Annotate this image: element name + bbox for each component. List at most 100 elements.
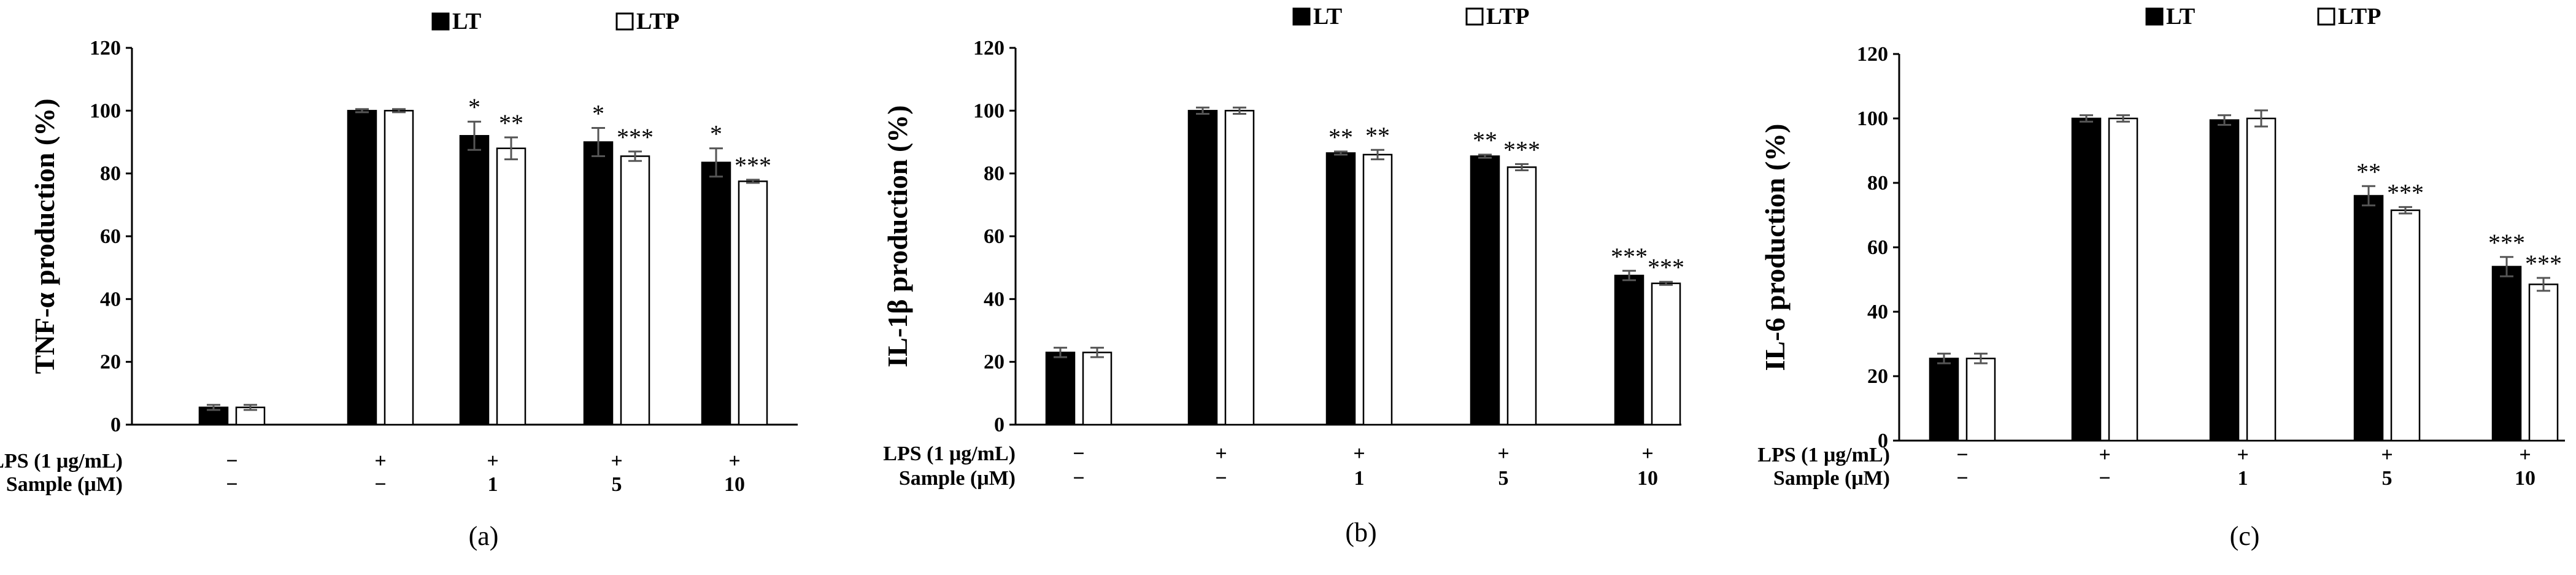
lps-row-label: LPS (1 μg/mL) (883, 442, 1016, 465)
bar-lt-group-4 (583, 141, 614, 426)
sample-row-value: 1 (2238, 467, 2248, 490)
lps-row-value: + (1215, 442, 1227, 465)
bar-lt-group-3 (459, 135, 490, 426)
legend: LT LTP (1292, 4, 1529, 29)
y-axis-label: IL-6 production (%) (1759, 124, 1791, 371)
y-tick-label: 60 (100, 225, 121, 248)
sample-row-value: 5 (612, 473, 622, 496)
significance-label: *** (617, 123, 654, 151)
y-tick-label: 80 (1867, 172, 1888, 195)
significance-label: *** (735, 152, 771, 179)
legend-swatch-ltp (1465, 7, 1484, 26)
y-tick-label: 0 (110, 414, 121, 436)
lps-row-value: + (1353, 442, 1365, 465)
y-tick-label: 100 (973, 99, 1005, 122)
lps-row-value: + (728, 450, 740, 473)
significance-label: *** (2525, 250, 2562, 277)
significance-label: *** (1648, 253, 1684, 281)
lps-row-value: − (1073, 442, 1084, 465)
legend-swatch-lt (2145, 7, 2164, 26)
y-tick-label: 20 (100, 351, 121, 374)
legend: LT LTP (431, 9, 679, 34)
bar-lt-group-3 (2209, 119, 2240, 442)
sample-row-value: 1 (1354, 467, 1365, 490)
chart-panel-3: 0 20 40 60 80 100 120 IL-6 production (%) LT LTP −… (1757, 4, 2565, 551)
sample-row-value: − (1956, 467, 1968, 490)
bar-lt-group-1 (1929, 357, 1959, 442)
significance-label: ** (2356, 158, 2381, 185)
bar-lt-group-5 (1614, 274, 1645, 426)
panel-caption: (a) (469, 521, 499, 551)
legend: LT LTP (2145, 4, 2381, 29)
y-tick-label: 40 (984, 288, 1005, 311)
y-tick-label: 60 (984, 225, 1005, 248)
sample-row-value: 10 (1637, 467, 1658, 490)
bar-lt-group-4 (1470, 155, 1500, 426)
bar-ltp-group-5 (738, 180, 768, 426)
lps-row-value: − (226, 450, 237, 473)
y-tick-label: 60 (1867, 236, 1888, 259)
y-tick-label: 40 (1867, 301, 1888, 323)
lps-row-value: + (1641, 442, 1653, 465)
lps-row-value: + (611, 450, 622, 473)
significance-label: * (710, 120, 722, 148)
legend-swatch-lt (431, 12, 450, 31)
y-tick-label: 20 (984, 351, 1005, 374)
panel-caption: (b) (1345, 517, 1376, 547)
bar-ltp-group-1 (1965, 357, 1996, 442)
bar-ltp-group-4 (620, 155, 650, 426)
lps-row-value: + (2099, 444, 2110, 466)
y-tick-label: 20 (1867, 365, 1888, 388)
sample-row-value: − (226, 473, 237, 496)
chart-panel-1: 0 20 40 60 80 100 120 TNF-α production (%) LT LTP… (0, 9, 798, 551)
significance-label: *** (2488, 229, 2525, 257)
sample-row-value: − (374, 473, 386, 496)
bar-ltp-group-5 (1651, 282, 1681, 426)
sample-row-label: Sample (μM) (1773, 467, 1890, 490)
sample-row-label: Sample (μM) (899, 467, 1016, 490)
bar-lt-group-5 (2491, 266, 2522, 442)
y-tick-label: 40 (100, 288, 121, 311)
significance-label: *** (2387, 179, 2424, 206)
significance-label: ** (1365, 122, 1390, 149)
sample-row-value: 10 (2515, 467, 2536, 490)
sample-row-value: − (2099, 467, 2110, 490)
legend-label-ltp: LTP (2338, 4, 2381, 29)
bar-lt-group-1 (1045, 352, 1076, 426)
legend-label-lt: LT (1313, 4, 1342, 29)
sample-row-value: 10 (724, 473, 745, 496)
bar-ltp-group-3 (2246, 117, 2277, 442)
lps-row-label: LPS (1 μg/mL) (1757, 444, 1890, 466)
sample-row-value: 5 (1498, 467, 1509, 490)
significance-label: ** (499, 109, 523, 137)
lps-row-value: + (2519, 444, 2531, 466)
lps-row-value: + (487, 450, 498, 473)
y-axis-label: IL-1β production (%) (882, 105, 913, 367)
y-axis-label: TNF-α production (%) (29, 98, 60, 374)
chart-panel-2: 0 20 40 60 80 100 120 IL-1β production (%) LT LTP… (882, 4, 1684, 547)
significance-label: *** (1503, 136, 1540, 163)
lps-row-label: LPS (1 μg/mL) (0, 450, 123, 473)
bar-lt-group-2 (1187, 110, 1218, 426)
significance-label: *** (1611, 242, 1648, 270)
y-tick-label: 80 (984, 163, 1005, 185)
sample-row-value: − (1073, 467, 1084, 490)
sample-row-value: 5 (2382, 467, 2393, 490)
legend-swatch-ltp (2317, 7, 2335, 26)
lps-row-value: + (374, 450, 386, 473)
bar-ltp-group-3 (1362, 153, 1393, 426)
legend-swatch-lt (1292, 7, 1311, 26)
panel-caption: (c) (2230, 521, 2260, 551)
significance-label: * (468, 93, 480, 121)
bar-ltp-group-2 (384, 110, 414, 426)
bar-lt-group-5 (701, 161, 731, 426)
legend-label-lt: LT (2166, 4, 2195, 29)
significance-label: ** (1473, 126, 1497, 154)
significance-label: ** (1328, 123, 1353, 151)
y-tick-label: 120 (973, 37, 1005, 60)
bar-ltp-group-4 (1506, 166, 1537, 426)
y-tick-label: 100 (1857, 107, 1888, 130)
lps-row-value: + (1497, 442, 1509, 465)
bar-ltp-group-2 (1224, 110, 1255, 426)
